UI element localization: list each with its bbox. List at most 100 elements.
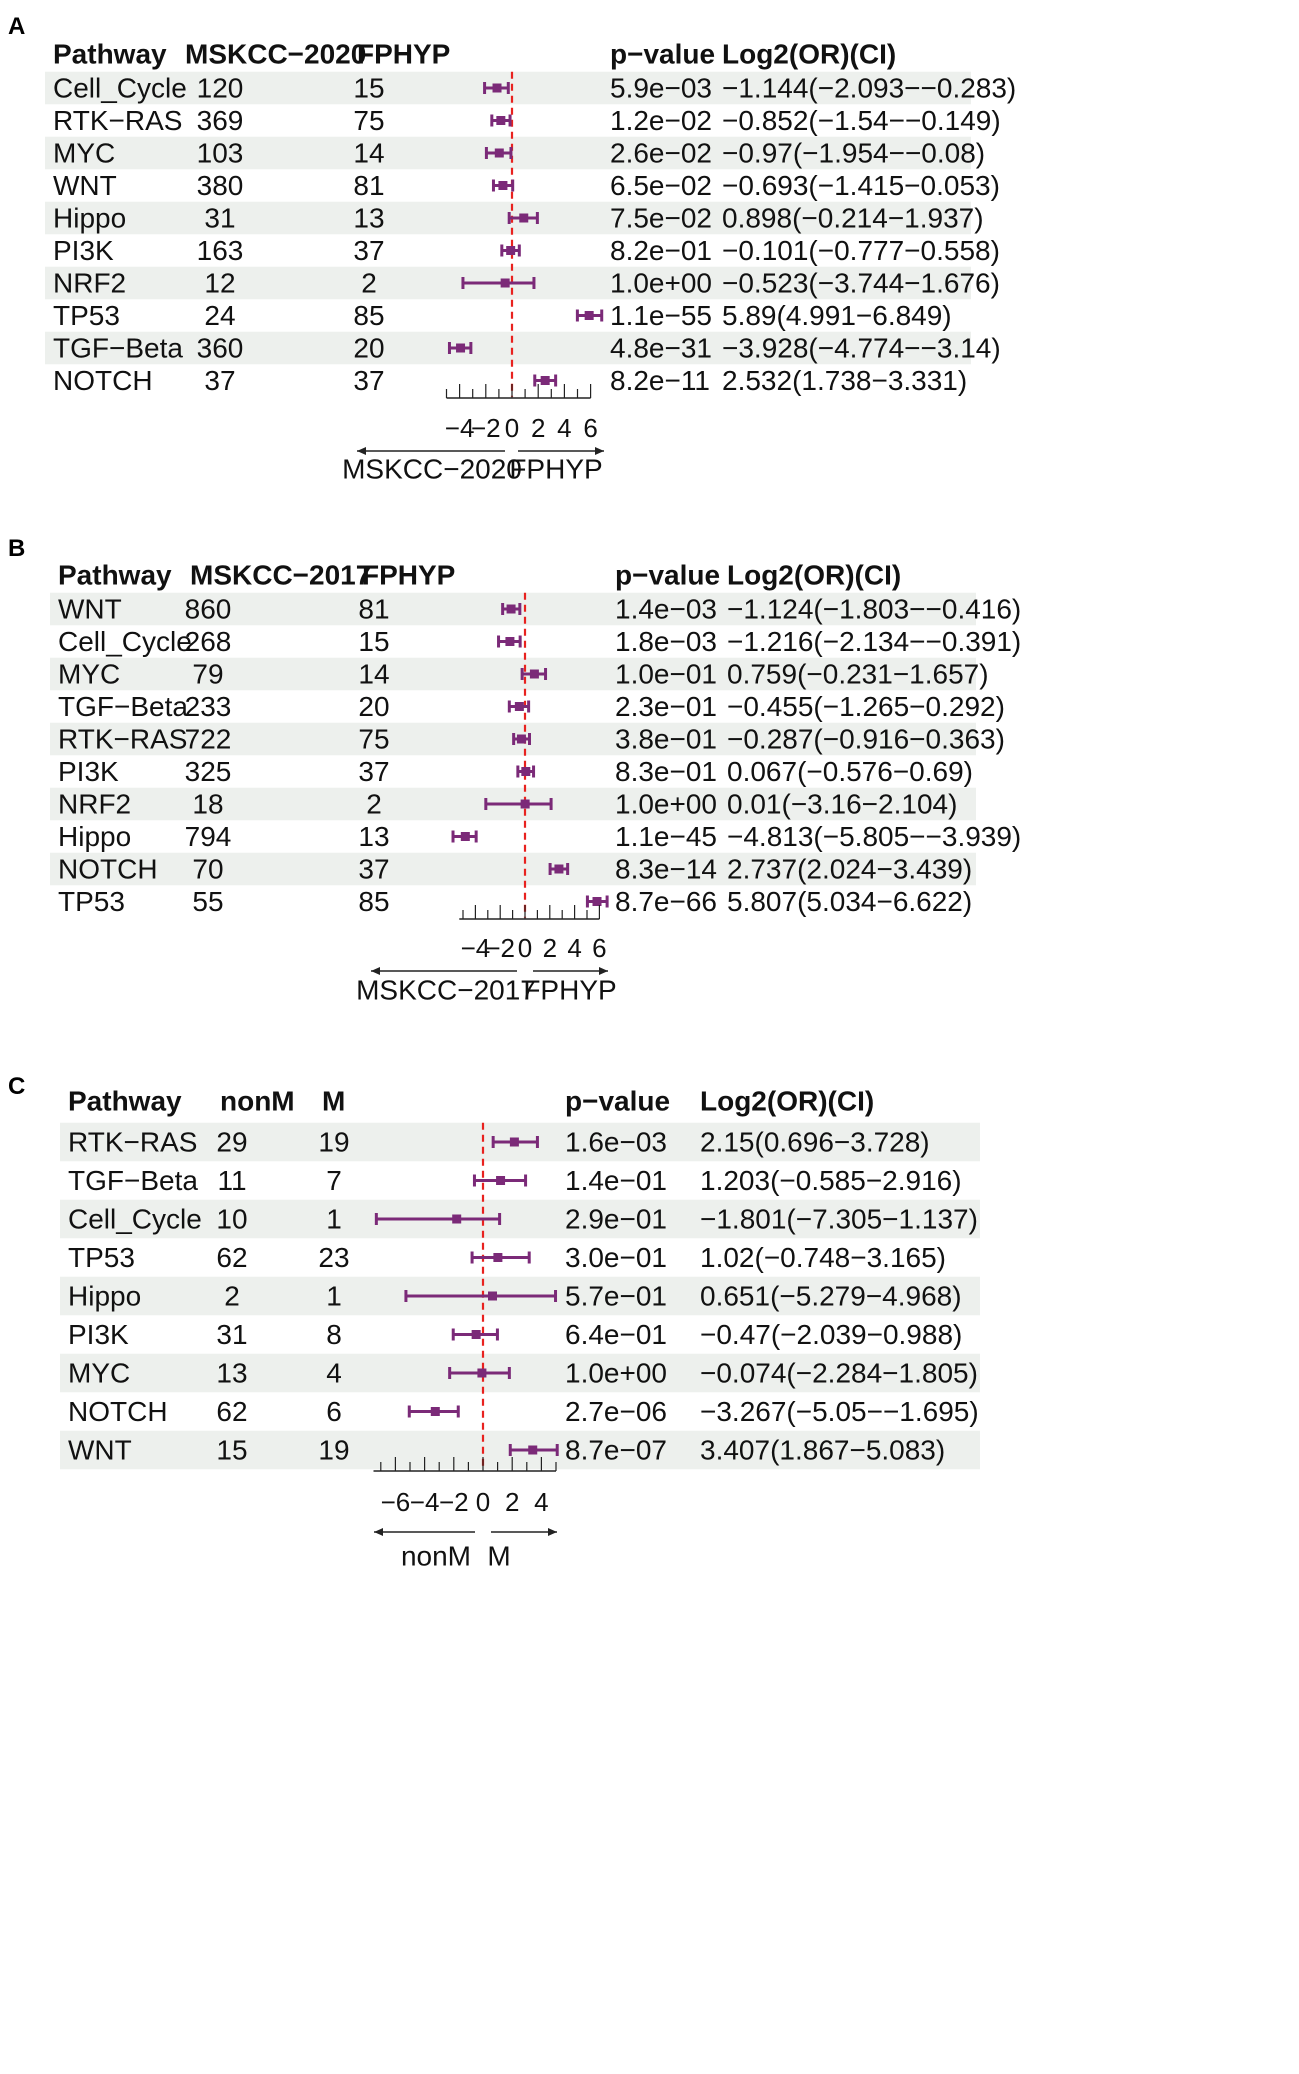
p-value: 8.3e−01 <box>615 756 717 787</box>
direction-legend: nonM M <box>374 1528 557 1572</box>
log2-or-ci: 0.651(−5.279−4.968) <box>700 1281 962 1312</box>
point-estimate <box>493 1253 503 1262</box>
group2-count: 75 <box>358 724 389 755</box>
point-estimate <box>477 1368 487 1378</box>
pathway-label: Hippo <box>58 821 131 852</box>
pathway-label: MYC <box>68 1358 130 1389</box>
log2-or-ci: −0.47(−2.039−0.988) <box>700 1319 962 1350</box>
left-arrow-head <box>357 447 366 455</box>
table-row: PI3K 31 8 6.4e−01 −0.47(−2.039−0.988) <box>68 1319 962 1350</box>
column-header: Log2(OR)(CI) <box>700 1086 874 1117</box>
group2-count: 19 <box>318 1435 349 1466</box>
p-value: 8.7e−07 <box>565 1435 667 1466</box>
pathway-label: NOTCH <box>58 854 158 885</box>
point-estimate <box>592 897 602 906</box>
pathway-label: WNT <box>58 594 122 625</box>
group2-count: 2 <box>361 268 377 299</box>
panel-label: B <box>8 535 25 562</box>
log2-or-ci: −1.124(−1.803−−0.416) <box>727 594 1021 625</box>
right-arrow-head <box>595 447 604 455</box>
group2-count: 1 <box>326 1204 342 1235</box>
group1-count: 369 <box>197 105 244 136</box>
group1-count: 360 <box>197 333 244 364</box>
log2-or-ci: 5.807(5.034−6.622) <box>727 886 972 917</box>
group1-count: 794 <box>185 821 232 852</box>
p-value: 1.8e−03 <box>615 626 717 657</box>
p-value: 7.5e−02 <box>610 203 712 234</box>
group1-count: 29 <box>216 1127 247 1158</box>
point-estimate <box>554 864 564 874</box>
group1-count: 15 <box>216 1435 247 1466</box>
group2-count: 37 <box>358 756 389 787</box>
row-shade <box>50 657 976 691</box>
x-axis: −6 −4 −2 0 2 4 <box>373 1457 557 1517</box>
group1-count: 13 <box>216 1358 247 1389</box>
tick-label: 6 <box>592 933 606 963</box>
tick-label: −4 <box>410 1487 440 1517</box>
group2-count: 14 <box>358 659 389 690</box>
column-header: Log2(OR)(CI) <box>727 560 901 591</box>
p-value: 1.0e+00 <box>565 1358 667 1389</box>
log2-or-ci: 2.15(0.696−3.728) <box>700 1127 930 1158</box>
right-arrow-head <box>548 1528 557 1536</box>
group1-count: 18 <box>192 789 223 820</box>
group1-count: 62 <box>216 1242 247 1273</box>
p-value: 4.8e−31 <box>610 333 712 364</box>
group1-count: 55 <box>192 886 223 917</box>
p-value: 1.4e−01 <box>565 1165 667 1196</box>
left-group-label: MSKCC−2020 <box>342 454 522 485</box>
group1-count: 325 <box>185 756 232 787</box>
log2-or-ci: −4.813(−5.805−−3.939) <box>727 821 1021 852</box>
group1-count: 163 <box>197 235 244 266</box>
point-estimate <box>520 799 530 809</box>
table-row: NOTCH 62 6 2.7e−06 −3.267(−5.05−−1.695) <box>68 1396 979 1427</box>
group1-count: 268 <box>185 626 232 657</box>
group2-count: 81 <box>353 170 384 201</box>
group2-count: 4 <box>326 1358 342 1389</box>
column-header: p−value <box>610 39 715 70</box>
p-value: 1.6e−03 <box>565 1127 667 1158</box>
point-estimate <box>494 148 504 158</box>
log2-or-ci: −0.101(−0.777−0.558) <box>722 235 1000 266</box>
right-group-label: M <box>487 1541 510 1572</box>
tick-label: 2 <box>531 413 545 443</box>
pathway-label: Hippo <box>68 1281 141 1312</box>
point-estimate <box>528 1445 538 1455</box>
p-value: 6.5e−02 <box>610 170 712 201</box>
right-group-label: FPHYP <box>509 454 602 485</box>
group2-count: 20 <box>358 691 389 722</box>
point-estimate <box>584 311 594 320</box>
group2-count: 20 <box>353 333 384 364</box>
pathway-label: TP53 <box>53 300 120 331</box>
pathway-label: Cell_Cycle <box>53 73 187 104</box>
right-arrow-head <box>599 967 608 975</box>
table-row: WNT 380 81 6.5e−02 −0.693(−1.415−0.053) <box>53 170 1000 201</box>
log2-or-ci: 2.532(1.738−3.331) <box>722 365 967 396</box>
point-estimate <box>540 376 550 385</box>
pathway-label: Hippo <box>53 203 126 234</box>
table-row: TP53 55 85 8.7e−66 5.807(5.034−6.622) <box>58 886 972 917</box>
pathway-label: Cell_Cycle <box>58 626 192 657</box>
point-estimate <box>516 734 526 744</box>
log2-or-ci: −3.928(−4.774−−3.14) <box>722 333 1001 364</box>
pathway-label: Cell_Cycle <box>68 1204 202 1235</box>
group2-count: 6 <box>326 1396 342 1427</box>
column-header: Pathway <box>53 39 167 70</box>
group1-count: 860 <box>185 594 232 625</box>
group1-count: 12 <box>204 268 235 299</box>
column-header: MSKCC−2020 <box>185 39 366 70</box>
pathway-label: TP53 <box>58 886 125 917</box>
p-value: 8.2e−11 <box>610 365 710 396</box>
group2-count: 13 <box>358 821 389 852</box>
table-row: RTK−RAS 29 19 1.6e−03 2.15(0.696−3.728) <box>68 1127 930 1158</box>
left-arrow-head <box>371 967 380 975</box>
point-estimate <box>519 213 529 223</box>
table-row: NRF2 12 2 1.0e+00 −0.523(−3.744−1.676) <box>53 268 1000 299</box>
point-estimate <box>460 832 470 841</box>
group2-count: 13 <box>353 203 384 234</box>
table-row: Hippo 31 13 7.5e−02 0.898(−0.214−1.937) <box>53 203 984 234</box>
group2-count: 85 <box>358 886 389 917</box>
